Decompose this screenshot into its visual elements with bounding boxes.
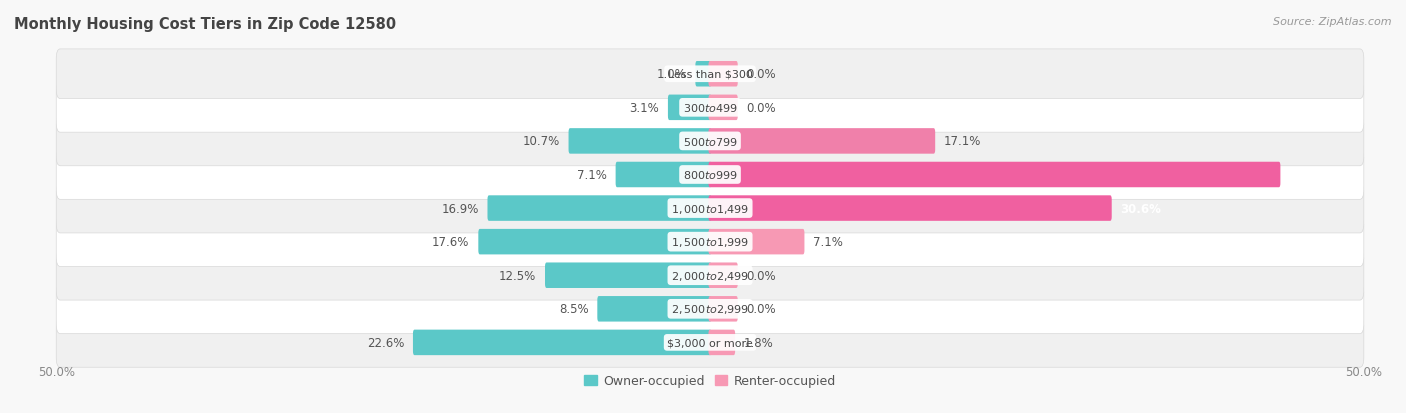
FancyBboxPatch shape <box>709 229 804 255</box>
FancyBboxPatch shape <box>56 150 1364 200</box>
FancyBboxPatch shape <box>709 95 738 121</box>
FancyBboxPatch shape <box>709 129 935 154</box>
Text: 43.5%: 43.5% <box>1289 169 1330 182</box>
Text: $300 to $499: $300 to $499 <box>682 102 738 114</box>
Text: 0.0%: 0.0% <box>747 102 776 114</box>
Text: 17.1%: 17.1% <box>943 135 981 148</box>
FancyBboxPatch shape <box>413 330 711 355</box>
FancyBboxPatch shape <box>546 263 711 288</box>
Text: 7.1%: 7.1% <box>576 169 607 182</box>
Text: $2,000 to $2,499: $2,000 to $2,499 <box>671 269 749 282</box>
FancyBboxPatch shape <box>56 50 1364 100</box>
Text: 8.5%: 8.5% <box>558 303 589 316</box>
FancyBboxPatch shape <box>696 62 711 87</box>
FancyBboxPatch shape <box>709 196 1112 221</box>
FancyBboxPatch shape <box>56 117 1364 166</box>
FancyBboxPatch shape <box>709 330 735 355</box>
Text: 10.7%: 10.7% <box>523 135 560 148</box>
Text: 12.5%: 12.5% <box>499 269 536 282</box>
FancyBboxPatch shape <box>616 162 711 188</box>
FancyBboxPatch shape <box>56 184 1364 233</box>
Text: 22.6%: 22.6% <box>367 336 404 349</box>
FancyBboxPatch shape <box>478 229 711 255</box>
Text: 1.8%: 1.8% <box>744 336 773 349</box>
FancyBboxPatch shape <box>709 162 1281 188</box>
FancyBboxPatch shape <box>568 129 711 154</box>
Text: 7.1%: 7.1% <box>813 235 844 249</box>
FancyBboxPatch shape <box>488 196 711 221</box>
FancyBboxPatch shape <box>56 318 1364 367</box>
Text: 17.6%: 17.6% <box>432 235 470 249</box>
Text: Source: ZipAtlas.com: Source: ZipAtlas.com <box>1274 17 1392 26</box>
FancyBboxPatch shape <box>598 297 711 322</box>
Legend: Owner-occupied, Renter-occupied: Owner-occupied, Renter-occupied <box>579 369 841 392</box>
Text: 30.6%: 30.6% <box>1121 202 1161 215</box>
FancyBboxPatch shape <box>56 284 1364 334</box>
Text: 0.0%: 0.0% <box>747 68 776 81</box>
Text: $500 to $799: $500 to $799 <box>682 135 738 147</box>
Text: 0.0%: 0.0% <box>747 303 776 316</box>
Text: Monthly Housing Cost Tiers in Zip Code 12580: Monthly Housing Cost Tiers in Zip Code 1… <box>14 17 396 31</box>
FancyBboxPatch shape <box>56 83 1364 133</box>
Text: Less than $300: Less than $300 <box>668 69 752 80</box>
FancyBboxPatch shape <box>668 95 711 121</box>
Text: $800 to $999: $800 to $999 <box>682 169 738 181</box>
Text: 0.0%: 0.0% <box>747 269 776 282</box>
FancyBboxPatch shape <box>56 251 1364 300</box>
Text: 3.1%: 3.1% <box>630 102 659 114</box>
Text: $1,000 to $1,499: $1,000 to $1,499 <box>671 202 749 215</box>
FancyBboxPatch shape <box>56 217 1364 267</box>
Text: $1,500 to $1,999: $1,500 to $1,999 <box>671 235 749 249</box>
FancyBboxPatch shape <box>709 62 738 87</box>
Text: $3,000 or more: $3,000 or more <box>668 337 752 348</box>
Text: $2,500 to $2,999: $2,500 to $2,999 <box>671 303 749 316</box>
Text: 1.0%: 1.0% <box>657 68 686 81</box>
FancyBboxPatch shape <box>709 263 738 288</box>
FancyBboxPatch shape <box>709 297 738 322</box>
Text: 16.9%: 16.9% <box>441 202 478 215</box>
